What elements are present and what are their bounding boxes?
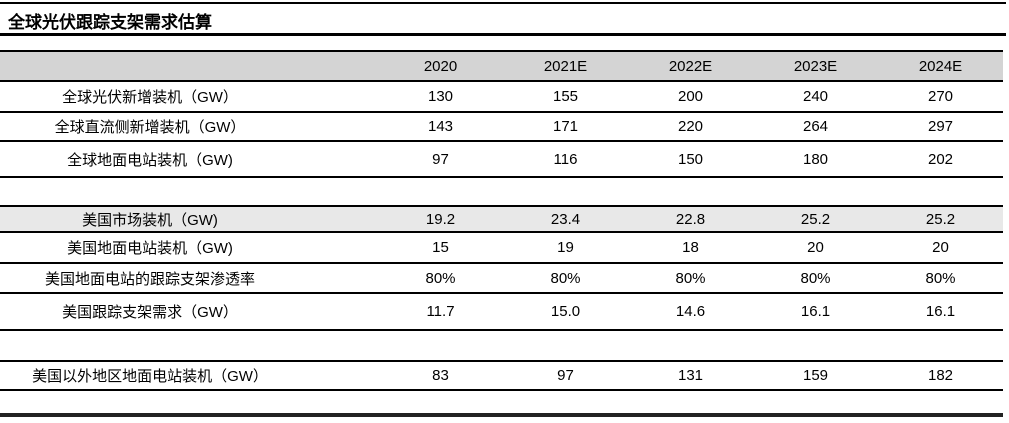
cell-value: 16.1	[800, 303, 831, 320]
cell-value: 11.7	[426, 303, 455, 320]
row-label: 全球直流侧新增装机（GW）	[54, 119, 246, 136]
section-gap	[0, 391, 1003, 413]
cell-value: 240	[802, 88, 829, 105]
row-label: 美国跟踪支架需求（GW）	[62, 304, 238, 321]
cell-value: 180	[802, 150, 829, 168]
table-row: 美国地面电站装机（GW) 15 19 18 20 20	[0, 233, 1003, 264]
row-label: 美国市场装机（GW)	[82, 211, 218, 229]
cell-value: 16.1	[925, 303, 956, 320]
cell-value: 264	[802, 118, 829, 135]
cell-value: 18	[682, 239, 699, 256]
top-rule	[0, 2, 1006, 4]
page-title: 全球光伏跟踪支架需求估算	[8, 13, 212, 32]
row-label: 美国地面电站的跟踪支架渗透率	[44, 270, 255, 288]
cell-value: 297	[927, 118, 954, 135]
cell-value: 25.2	[925, 210, 956, 228]
table-row: 美国以外地区地面电站装机（GW） 83 97 131 159 182	[0, 360, 1003, 391]
cell-value: 116	[553, 150, 578, 168]
cell-value: 20	[932, 239, 949, 256]
cell-value: 80%	[925, 269, 956, 287]
cell-value: 80%	[550, 269, 581, 287]
row-label: 美国以外地区地面电站装机（GW）	[32, 368, 268, 385]
cell-value: 97	[432, 150, 449, 168]
cell-value: 80%	[425, 269, 456, 287]
section-gap	[0, 178, 1003, 205]
cell-value: 19	[557, 239, 574, 256]
cell-value: 83	[432, 367, 449, 384]
bottom-rule	[0, 413, 1003, 417]
cell-value: 220	[677, 118, 704, 135]
year-header: 2020	[423, 57, 458, 75]
cell-value: 22.8	[675, 210, 706, 228]
cell-value: 130	[427, 88, 454, 105]
table-row: 美国地面电站的跟踪支架渗透率 80% 80% 80% 80% 80%	[0, 264, 1003, 294]
cell-value: 97	[557, 367, 574, 384]
cell-value: 200	[677, 88, 704, 105]
cell-value: 143	[427, 118, 454, 135]
section-gap	[0, 331, 1003, 360]
cell-value: 131	[677, 367, 704, 384]
cell-value: 25.2	[800, 210, 831, 228]
year-header: 2021E	[543, 57, 588, 75]
cell-value: 159	[802, 367, 829, 384]
row-label: 全球地面电站装机（GW)	[67, 151, 233, 169]
row-label: 美国地面电站装机（GW)	[67, 240, 233, 257]
cell-value: 19.2	[425, 210, 456, 228]
table-row: 美国跟踪支架需求（GW） 11.7 15.0 14.6 16.1 16.1	[0, 294, 1003, 331]
year-header: 2023E	[793, 57, 838, 75]
table-header-row: 2020 2021E 2022E 2023E 2024E	[0, 50, 1003, 82]
year-header: 2024E	[918, 57, 963, 75]
cell-value: 20	[807, 239, 824, 256]
title-underline-rule	[0, 33, 1006, 36]
table-row: 全球地面电站装机（GW) 97 116 150 180 202	[0, 142, 1003, 178]
cell-value: 171	[552, 118, 579, 135]
cell-value: 182	[927, 367, 954, 384]
cell-value: 80%	[675, 269, 706, 287]
cell-value: 80%	[800, 269, 831, 287]
cell-value: 15	[432, 239, 449, 256]
demand-table: 2020 2021E 2022E 2023E 2024E 全球光伏新增装机（GW…	[0, 50, 1003, 417]
table-row: 美国市场装机（GW) 19.2 23.4 22.8 25.2 25.2	[0, 205, 1003, 233]
cell-value: 23.4	[550, 210, 581, 228]
cell-value: 270	[927, 88, 954, 105]
table-row: 全球光伏新增装机（GW） 130 155 200 240 270	[0, 82, 1003, 113]
cell-value: 150	[677, 150, 704, 168]
cell-value: 202	[927, 150, 954, 168]
cell-value: 155	[552, 88, 579, 105]
year-header: 2022E	[668, 57, 713, 75]
row-label: 全球光伏新增装机（GW）	[62, 89, 238, 106]
cell-value: 14.6	[675, 303, 706, 320]
table-row: 全球直流侧新增装机（GW） 143 171 220 264 297	[0, 113, 1003, 142]
cell-value: 15.0	[550, 303, 581, 320]
